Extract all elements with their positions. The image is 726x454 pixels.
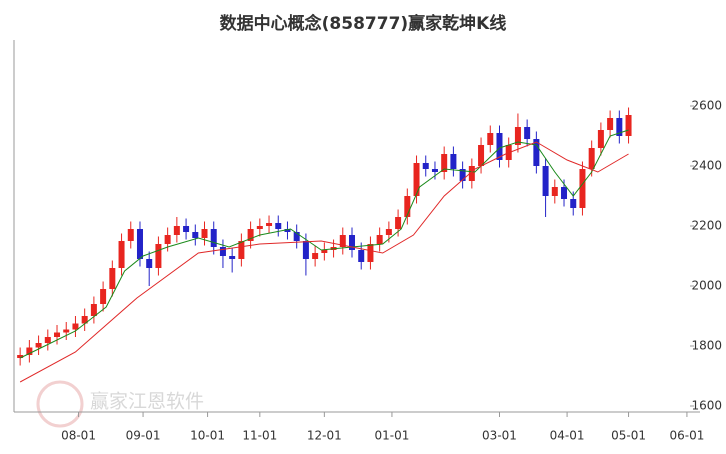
candle-body — [570, 199, 577, 208]
candle-body — [44, 337, 51, 343]
watermark-logo — [36, 380, 84, 428]
candle-body — [312, 253, 319, 259]
y-tick-label: 1800 — [691, 339, 722, 353]
candle-body — [219, 247, 226, 256]
candle-body — [404, 196, 411, 217]
candle-body — [275, 223, 282, 229]
candle-body — [247, 229, 254, 241]
x-tick-label: 03-01 — [482, 429, 517, 443]
y-tick-label: 2000 — [691, 279, 722, 293]
y-tick-label: 2600 — [691, 99, 722, 113]
candle-body — [450, 154, 457, 169]
candle-body — [109, 268, 116, 289]
candle-body — [302, 241, 309, 259]
candle-body — [358, 250, 365, 262]
candle-body — [17, 355, 24, 358]
candle-body — [201, 229, 208, 238]
candle-body — [63, 329, 70, 333]
x-tick-label: 11-01 — [242, 429, 277, 443]
candle-body — [441, 154, 448, 172]
candle-body — [293, 232, 300, 241]
x-tick-label: 08-01 — [61, 429, 96, 443]
candle-body — [413, 163, 420, 196]
candle-body — [349, 235, 355, 250]
candle-body — [266, 223, 273, 226]
candle-body — [155, 244, 162, 268]
candle-body — [284, 229, 291, 232]
candle-body — [192, 232, 199, 238]
candle-body — [321, 250, 328, 253]
candle-body — [210, 229, 217, 247]
candle-body — [533, 139, 540, 166]
candle-body — [514, 127, 521, 145]
y-tick-label: 1600 — [691, 399, 722, 413]
chart-title: 数据中心概念(858777)赢家乾坤K线 — [220, 13, 507, 34]
candle-body — [146, 259, 153, 268]
moving-average-line — [19, 129, 629, 359]
candle-body — [478, 145, 485, 166]
x-tick-label: 09-01 — [126, 429, 161, 443]
candle-body — [551, 187, 558, 196]
candle-body — [136, 229, 143, 259]
candle-body — [26, 347, 33, 355]
moving-average-line — [19, 141, 629, 383]
candle-body — [72, 323, 79, 330]
candle-body — [183, 226, 190, 232]
candle-body — [238, 241, 245, 259]
x-tick-label: 04-01 — [550, 429, 585, 443]
candle-body — [579, 169, 586, 208]
candle-body — [607, 118, 614, 130]
candle-body — [524, 127, 531, 139]
candle-body — [35, 343, 42, 348]
candle-body — [81, 316, 88, 324]
candle-body — [229, 256, 236, 259]
candle-body — [459, 169, 466, 181]
candle-body — [54, 332, 61, 337]
candle-body — [468, 166, 475, 181]
candle-body — [90, 304, 97, 316]
candle-body — [542, 166, 549, 196]
candle-body — [487, 133, 494, 145]
candle-body — [118, 241, 125, 268]
candle-body — [127, 229, 134, 241]
candle-body — [561, 187, 568, 199]
candle-body — [339, 235, 346, 247]
candle-body — [597, 130, 604, 148]
candle-body — [173, 226, 180, 235]
candle-body — [422, 163, 429, 169]
x-tick-label: 05-01 — [611, 429, 646, 443]
candle-body — [100, 289, 107, 304]
watermark: 赢家江恩软件 — [90, 391, 204, 413]
y-tick-label: 2400 — [691, 159, 722, 173]
candle-body — [625, 115, 632, 136]
y-tick-label: 2200 — [691, 219, 722, 233]
candle-body — [256, 226, 263, 229]
candle-body — [496, 133, 503, 160]
candle-body — [588, 148, 595, 169]
x-tick-label: 06-01 — [669, 429, 704, 443]
candle-body — [431, 169, 438, 172]
x-tick-label: 01-01 — [375, 429, 410, 443]
candle-body — [616, 118, 623, 136]
candle-body — [385, 229, 392, 235]
candle-body — [164, 235, 171, 244]
candle-body — [395, 217, 402, 229]
x-tick-label: 12-01 — [307, 429, 342, 443]
candle-body — [376, 235, 383, 244]
x-tick-label: 10-01 — [190, 429, 225, 443]
candle-body — [367, 244, 374, 262]
